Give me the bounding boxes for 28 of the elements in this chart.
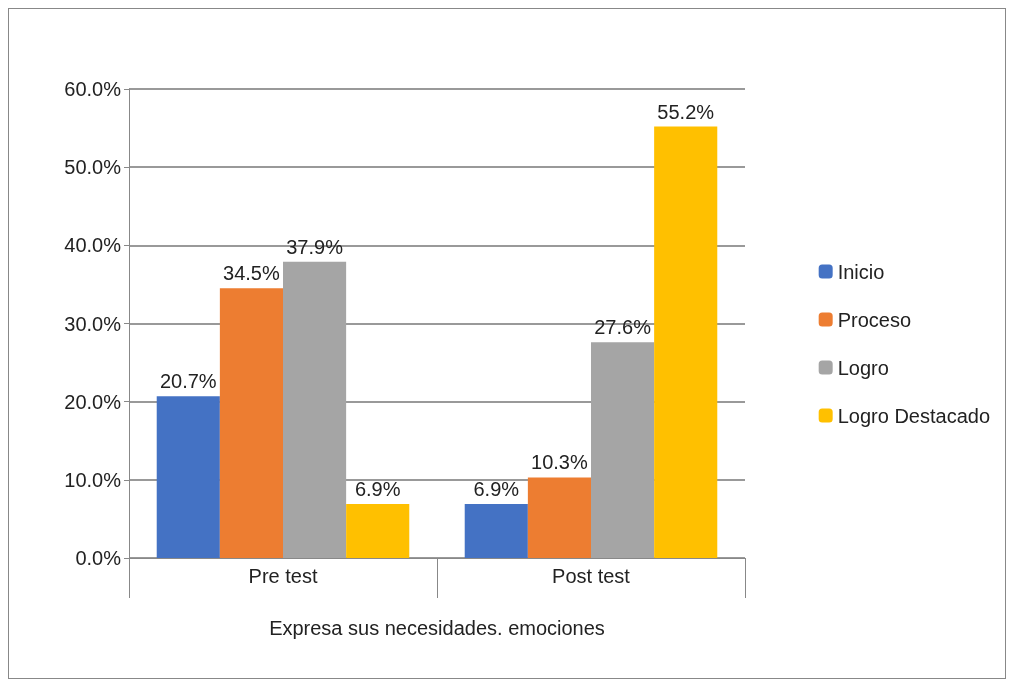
bar xyxy=(654,126,718,558)
bar xyxy=(346,504,410,558)
bar xyxy=(219,288,283,558)
y-tick-label: 30.0% xyxy=(64,312,122,335)
y-tick-label: 0.0% xyxy=(75,547,122,569)
y-tick-label: 60.0% xyxy=(64,78,122,100)
data-label: 10.3% xyxy=(531,451,588,474)
legend-label: Proceso xyxy=(837,308,912,331)
y-tick-label: 10.0% xyxy=(64,468,122,491)
legend-label: Inicio xyxy=(837,260,885,283)
x-tick-label: Pre test xyxy=(248,565,318,587)
data-label: 6.9% xyxy=(473,478,520,501)
data-label: 37.9% xyxy=(286,235,344,258)
data-label: 20.7% xyxy=(159,370,217,393)
legend-label: Logro Destacado xyxy=(837,404,990,427)
data-label: 55.2% xyxy=(657,100,715,123)
x-axis-title: Expresa sus necesidades. emociones xyxy=(269,617,605,639)
data-label: 6.9% xyxy=(354,478,401,501)
y-tick-label: 40.0% xyxy=(64,234,122,257)
y-tick-label: 50.0% xyxy=(64,156,122,179)
data-label: 34.5% xyxy=(223,262,280,285)
y-tick-label: 20.0% xyxy=(64,390,122,413)
x-tick-label: Post test xyxy=(552,565,631,587)
bar xyxy=(527,477,591,558)
data-label: 27.6% xyxy=(594,316,652,339)
bar xyxy=(464,504,528,558)
legend-label: Logro xyxy=(837,356,889,379)
bar xyxy=(156,396,220,558)
